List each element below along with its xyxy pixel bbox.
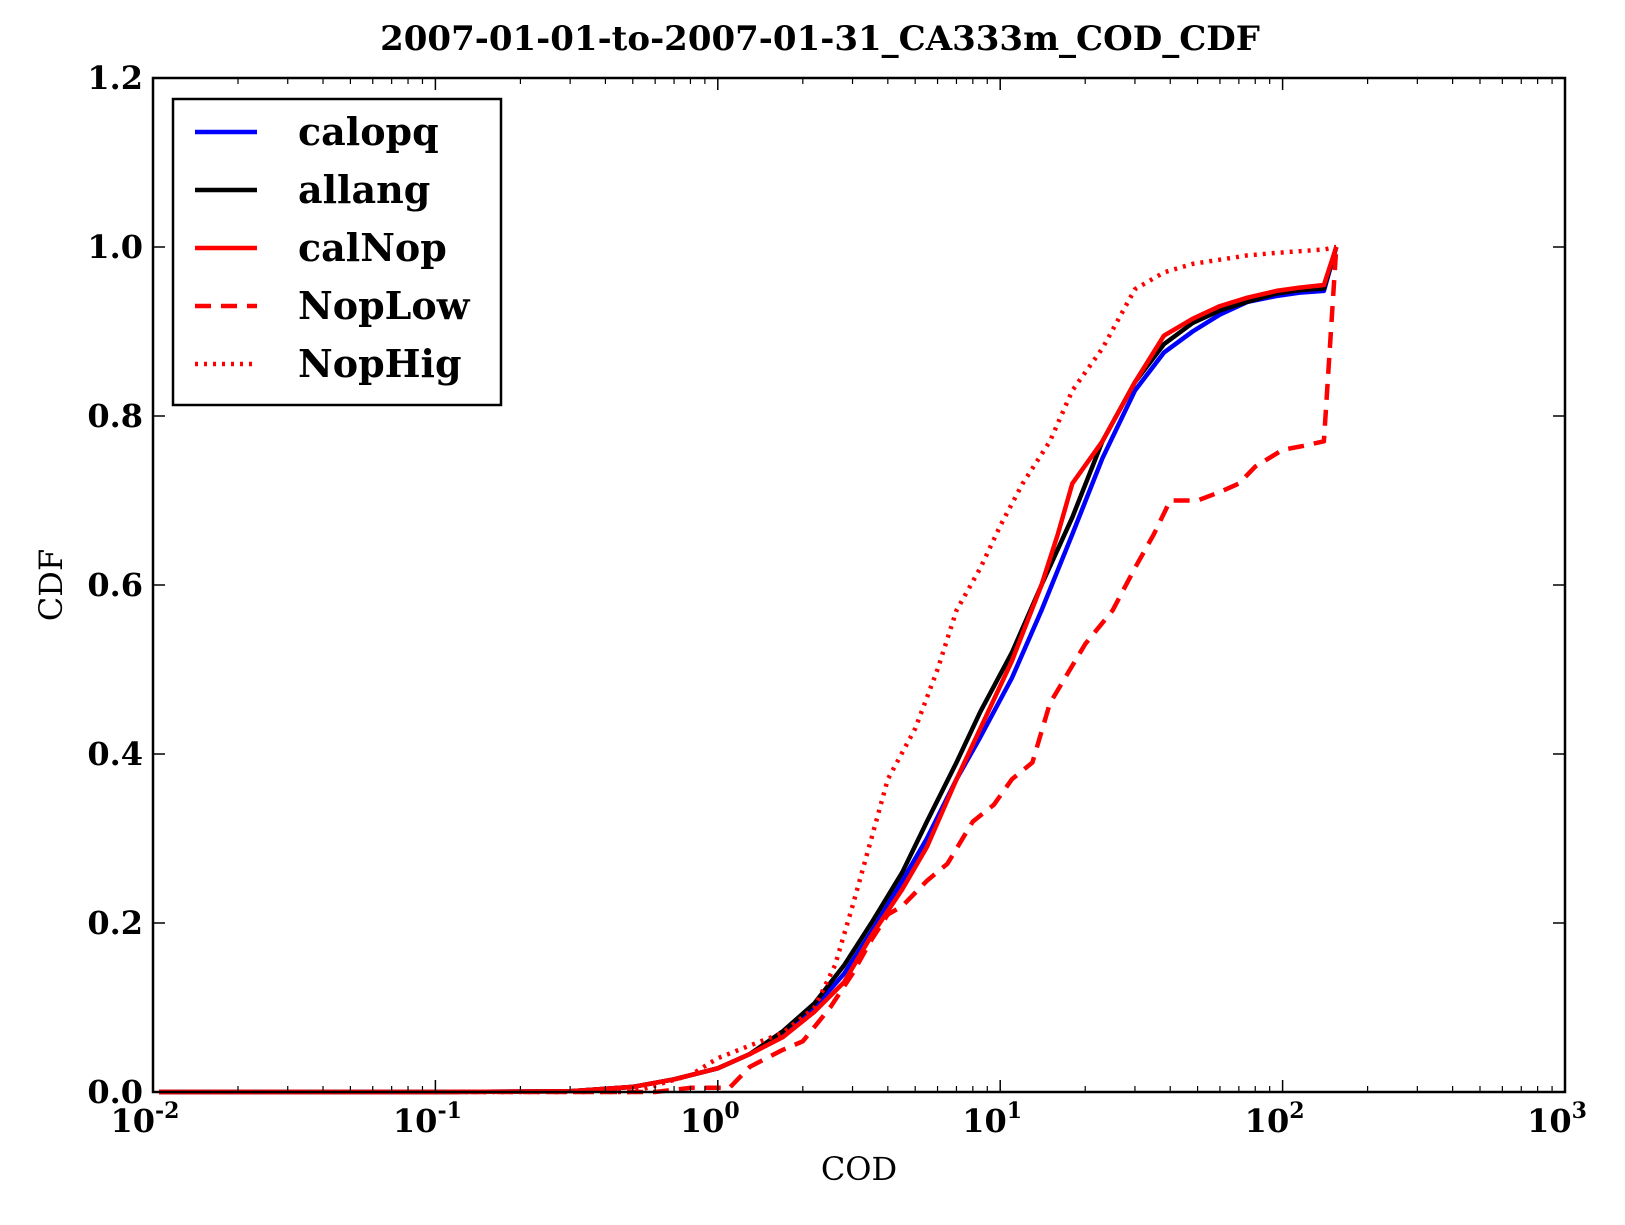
x-tick-exponent: -1 xyxy=(437,1098,461,1124)
y-tick-label: 1.0 xyxy=(87,228,143,266)
x-tick-exponent: 3 xyxy=(1572,1098,1587,1124)
y-tick-label: 0.4 xyxy=(87,735,143,773)
y-tick-label: 0.0 xyxy=(87,1073,143,1111)
legend-frame xyxy=(171,97,503,407)
legend-label-calNop: calNop xyxy=(298,225,447,270)
x-tick-exponent: 1 xyxy=(1007,1098,1022,1124)
x-tick-exponent: 0 xyxy=(724,1098,739,1124)
series-line-NopHig xyxy=(159,244,1337,1095)
y-axis-label: CDF xyxy=(32,549,70,621)
ticks-layer: 0.00.20.40.60.81.01.210-2 10-1 100 101 102 10… xyxy=(87,59,1587,1140)
legend-label-calopq: calopq xyxy=(298,109,439,154)
series-layer xyxy=(159,244,1339,1095)
x-tick-label: 102 xyxy=(1245,1098,1305,1140)
legend-label-NopHig: NopHig xyxy=(298,341,462,386)
x-tick-exponent: 2 xyxy=(1289,1098,1304,1124)
x-tick-label: 100 xyxy=(680,1098,740,1140)
y-tick-label: 1.2 xyxy=(87,59,143,97)
y-tick-label: 0.8 xyxy=(87,397,143,435)
series-line-NopLow xyxy=(159,246,1339,1095)
y-tick-label: 0.2 xyxy=(87,904,143,942)
x-axis-label: COD xyxy=(821,1150,897,1188)
legend-label-NopLow: NopLow xyxy=(298,283,471,328)
legend-label-allang: allang xyxy=(298,167,430,212)
x-tick-exponent: -2 xyxy=(155,1098,179,1124)
chart-title: 2007-01-01-to-2007-01-31_CA333m_COD_CDF xyxy=(380,19,1260,59)
plot-frame xyxy=(151,76,1567,1094)
y-tick-label: 0.6 xyxy=(87,566,143,604)
series-line-calNop xyxy=(159,246,1339,1095)
legend: calopq allang calNop NopLow NopHig xyxy=(171,97,503,407)
